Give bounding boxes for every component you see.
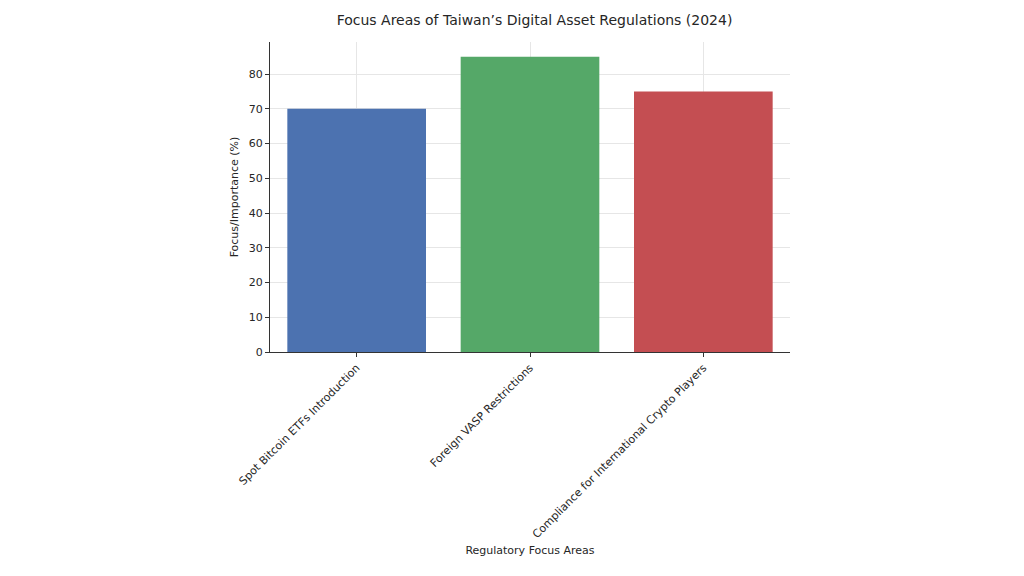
- svg-text:Spot Bitcoin ETFs Introduction: Spot Bitcoin ETFs Introduction: [236, 362, 362, 488]
- svg-text:50: 50: [249, 172, 263, 185]
- svg-text:10: 10: [249, 311, 263, 324]
- svg-text:20: 20: [249, 276, 263, 289]
- svg-text:30: 30: [249, 242, 263, 255]
- svg-text:Compliance for International C: Compliance for International Crypto Play…: [530, 361, 710, 541]
- svg-text:40: 40: [249, 207, 263, 220]
- svg-text:0: 0: [256, 346, 263, 359]
- svg-text:Focus Areas of Taiwan’s Digita: Focus Areas of Taiwan’s Digital Asset Re…: [337, 12, 733, 28]
- svg-text:Focus/Importance (%): Focus/Importance (%): [228, 137, 241, 258]
- svg-text:80: 80: [249, 68, 263, 81]
- svg-text:70: 70: [249, 103, 263, 116]
- svg-text:Foreign VASP Restrictions: Foreign VASP Restrictions: [428, 361, 536, 469]
- svg-text:Regulatory Focus Areas: Regulatory Focus Areas: [465, 544, 594, 557]
- svg-text:60: 60: [249, 137, 263, 150]
